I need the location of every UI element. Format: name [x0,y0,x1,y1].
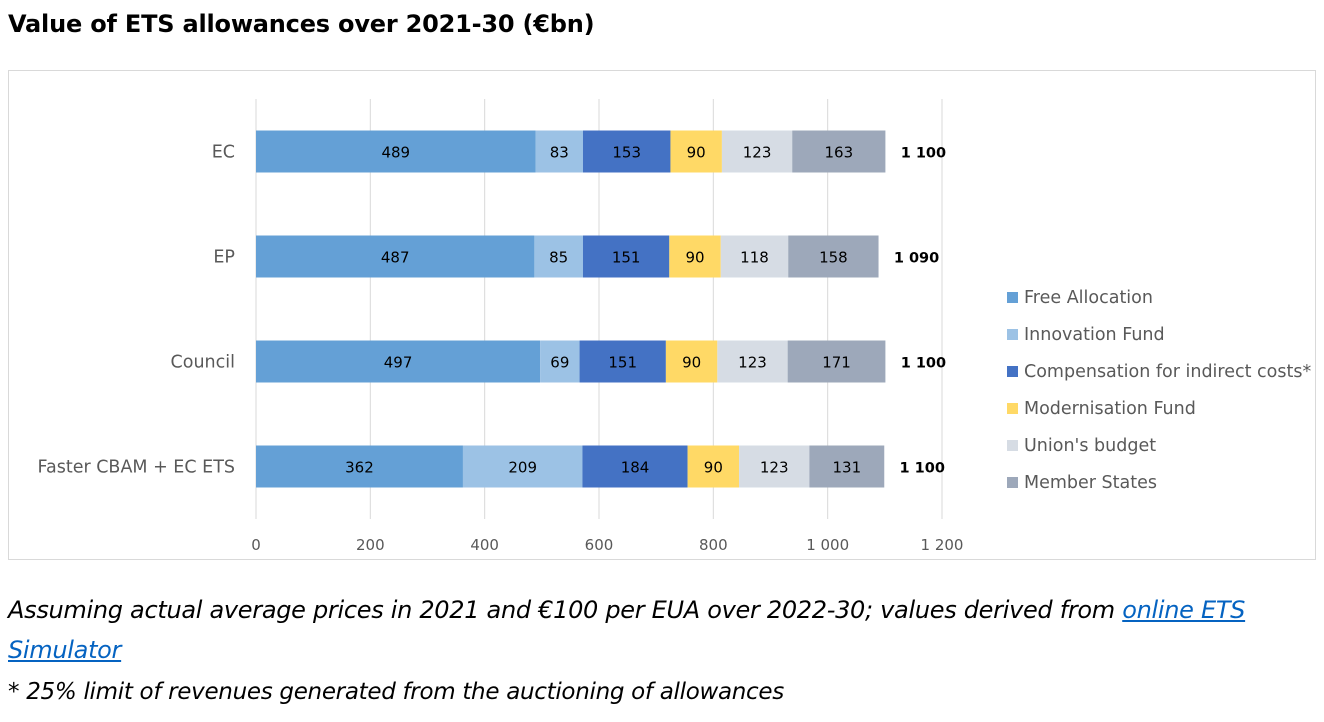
legend-item: Innovation Fund [1007,316,1311,353]
legend-label: Modernisation Fund [1024,398,1196,419]
category-labels: EC EP Council Faster CBAM + EC ETS [38,143,235,478]
segment-value-label: 163 [824,144,853,162]
total-value-label: 1 100 [901,146,946,162]
segment-value-label: 151 [612,249,641,267]
bar-segment [788,235,879,278]
bar-segments [256,130,886,488]
total-value-label: 1 100 [901,356,946,372]
segment-value-label: 151 [608,354,637,372]
bar-segment [579,340,666,383]
bar-segment [792,130,886,173]
footnote-asterisk: * 25% limit of revenues generated from t… [8,679,784,705]
segment-value-label: 209 [508,459,537,477]
legend-swatch [1007,329,1018,340]
segment-labels: 489 83 153 90 123 163 487 85 151 90 118 158 497 69 151… [345,144,861,477]
x-tick-labels: 0 200 400 600 800 1 000 1 200 [251,536,963,554]
legend-swatch [1007,292,1018,303]
bar-segment [669,235,721,278]
segment-value-label: 184 [621,459,650,477]
bar-segment [717,340,788,383]
bar-segment [582,235,670,278]
bar-segment [739,445,810,488]
footnote-assumptions: Assuming actual average prices in 2021 a… [8,590,1308,670]
bar-segment [721,130,793,173]
x-tick-label: 200 [356,536,385,554]
segment-value-label: 90 [682,354,701,372]
chart-area: EC EP Council Faster CBAM + EC ETS 489 83 153… [8,70,1316,560]
legend-label: Compensation for indirect costs* [1024,361,1312,382]
x-tick-label: 600 [585,536,614,554]
segment-value-label: 90 [704,459,723,477]
bar-segment [720,235,789,278]
segment-value-label: 123 [760,459,789,477]
bar-segment [534,235,583,278]
total-labels: 1 100 1 090 1 100 1 100 [894,146,946,477]
legend-label: Member States [1024,472,1157,493]
footnote-text: Assuming actual average prices in 2021 a… [8,596,1123,624]
bar-segment [670,130,722,173]
legend-label: Innovation Fund [1024,324,1165,345]
legend-item: Modernisation Fund [1007,390,1311,427]
legend-swatch [1007,366,1018,377]
segment-value-label: 158 [819,249,848,267]
legend-item: Union's budget [1007,427,1311,464]
segment-value-label: 131 [832,459,861,477]
bar-segment [582,130,671,173]
legend-item: Member States [1007,464,1311,501]
segment-value-label: 171 [822,354,851,372]
segment-value-label: 487 [381,249,410,267]
segment-value-label: 85 [549,249,568,267]
legend-swatch [1007,403,1018,414]
chart-title: Value of ETS allowances over 2021-30 (€b… [8,10,595,38]
bar-segment [256,340,541,383]
segment-value-label: 90 [687,144,706,162]
segment-value-label: 497 [384,354,413,372]
total-value-label: 1 090 [894,251,939,267]
legend-swatch [1007,440,1018,451]
legend-label: Union's budget [1024,435,1157,456]
legend-label: Free Allocation [1024,287,1153,308]
bar-segment [687,445,740,488]
category-label: Faster CBAM + EC ETS [38,458,235,478]
x-tick-label: 800 [699,536,728,554]
bar-segment [256,130,536,173]
segment-value-label: 123 [743,144,772,162]
bar-segment [462,445,583,488]
segment-value-label: 118 [740,249,769,267]
category-label: Council [171,353,235,373]
online-ets-simulator-link[interactable]: online ETS Simulator [8,596,1246,664]
segment-value-label: 123 [738,354,767,372]
bar-segment [535,130,583,173]
bar-segment [582,445,688,488]
legend-swatch [1007,477,1018,488]
bar-segment [787,340,886,383]
x-tick-label: 400 [470,536,499,554]
x-tick-label: 1 000 [806,536,849,554]
segment-value-label: 69 [550,354,569,372]
segment-value-label: 90 [685,249,704,267]
segment-value-label: 83 [550,144,569,162]
bar-segment [256,235,535,278]
bar-chart: EC EP Council Faster CBAM + EC ETS 489 83 153… [38,99,963,554]
legend-item: Free Allocation [1007,279,1311,316]
total-value-label: 1 100 [900,461,945,477]
segment-value-label: 362 [345,459,374,477]
legend: Free Allocation Innovation Fund Compensati… [1007,279,1311,501]
x-tick-label: 1 200 [921,536,964,554]
bar-segment [256,445,463,488]
bar-segment [540,340,580,383]
x-tick-label: 0 [251,536,261,554]
segment-value-label: 489 [381,144,410,162]
legend-item: Compensation for indirect costs* [1007,353,1311,390]
category-label: EC [212,143,235,163]
bar-segment [665,340,718,383]
segment-value-label: 153 [612,144,641,162]
category-label: EP [213,248,235,268]
bar-segment [809,445,885,488]
